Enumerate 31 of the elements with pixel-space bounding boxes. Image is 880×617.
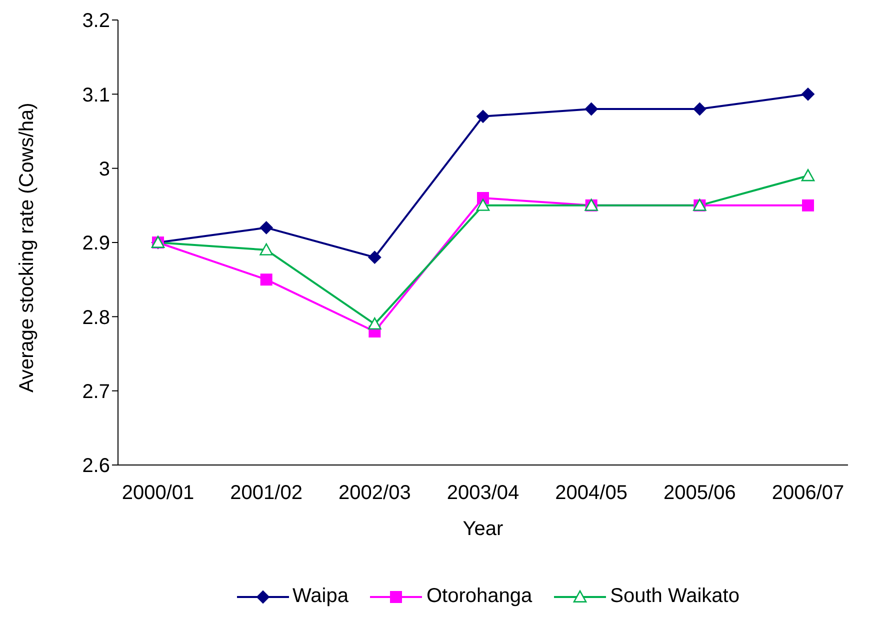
point [693,102,706,116]
x-tick-label: 2000/01 [122,482,194,504]
x-tick-label: 2002/03 [338,482,411,504]
legend-label: Otorohanga [426,585,532,608]
y-tick-label: 2.6 [82,455,110,478]
point [802,199,814,212]
x-axis-title: Year [462,518,504,540]
y-tick-label: 2.8 [82,306,110,329]
y-tick-label: 3 [98,158,110,180]
point [801,169,815,182]
point [260,221,273,234]
y-tick-label: 2.7 [82,380,110,403]
point [584,102,598,116]
point [802,88,814,101]
point [368,317,382,330]
x-tick-label: 2006/07 [772,482,844,504]
point [368,250,382,264]
x-tick-label: 2001/02 [230,482,302,504]
x-tick-label: 2004/05 [555,482,628,504]
point [260,274,272,286]
point [260,243,273,256]
x-tick-label: 2005/06 [664,482,736,504]
y-tick-label: 3.2 [82,10,110,32]
x-tick-label: 2003/04 [446,482,520,504]
y-tick-label: 2.9 [82,232,110,255]
point [476,110,490,123]
point [476,198,490,211]
legend-label: South Waikato [610,585,740,608]
y-axis-title: Average stocking rate (Cows/ha) [16,102,38,392]
legend-label: Waipa [292,585,348,608]
y-tick-label: 3.1 [82,84,110,106]
